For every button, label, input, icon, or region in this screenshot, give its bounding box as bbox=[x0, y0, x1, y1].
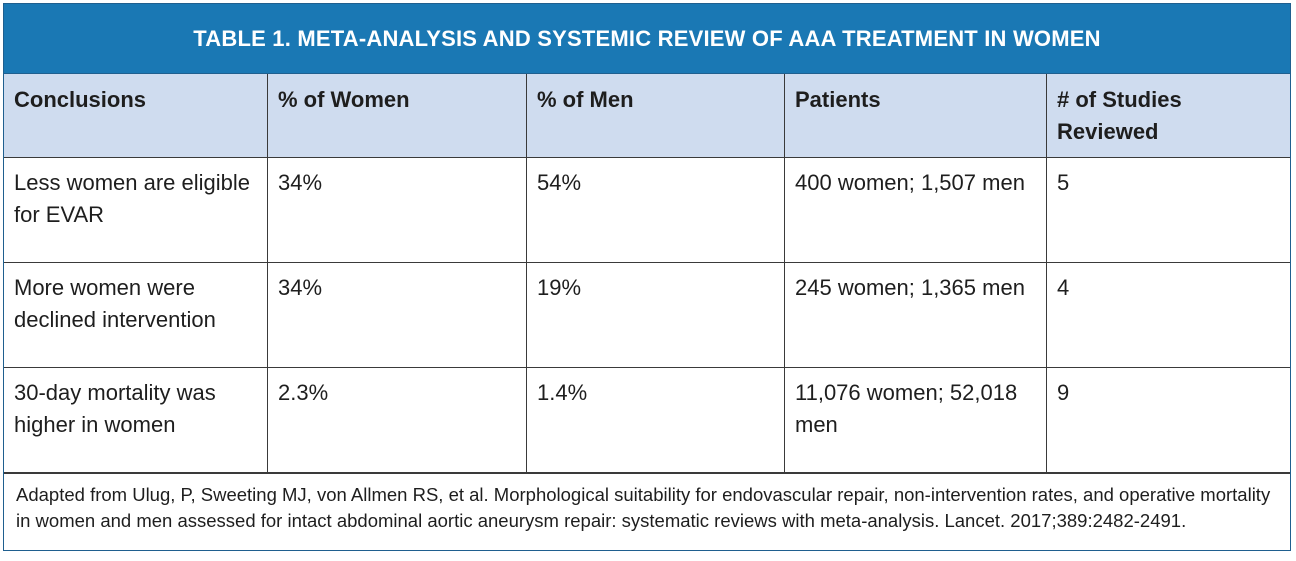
cell-conclusion: More women were declined intervention bbox=[4, 262, 268, 368]
table-footnote: Adapted from Ulug, P, Sweeting MJ, von A… bbox=[4, 473, 1290, 561]
header-patients: Patients bbox=[784, 74, 1047, 158]
cell-percent-men: 19% bbox=[526, 262, 785, 368]
cell-studies: 5 bbox=[1046, 157, 1290, 263]
cell-percent-men: 1.4% bbox=[526, 367, 785, 473]
cell-conclusion: 30-day mortality was higher in women bbox=[4, 367, 268, 473]
table-frame: TABLE 1. META-ANALYSIS AND SYSTEMIC REVI… bbox=[3, 3, 1291, 551]
header-percent-women: % of Women bbox=[267, 74, 527, 158]
cell-patients: 400 women; 1,507 men bbox=[784, 157, 1047, 263]
table-row: Less women are eligible for EVAR 34% 54%… bbox=[4, 157, 1290, 263]
cell-percent-men: 54% bbox=[526, 157, 785, 263]
cell-percent-women: 2.3% bbox=[267, 367, 527, 473]
cell-studies: 9 bbox=[1046, 367, 1290, 473]
data-table: Conclusions % of Women % of Men Patients… bbox=[4, 74, 1290, 473]
cell-percent-women: 34% bbox=[267, 157, 527, 263]
cell-patients: 11,076 women; 52,018 men bbox=[784, 367, 1047, 473]
cell-percent-women: 34% bbox=[267, 262, 527, 368]
cell-conclusion: Less women are eligible for EVAR bbox=[4, 157, 268, 263]
cell-patients: 245 women; 1,365 men bbox=[784, 262, 1047, 368]
header-percent-men: % of Men bbox=[526, 74, 785, 158]
table-row: More women were declined intervention 34… bbox=[4, 262, 1290, 368]
header-conclusions: Conclusions bbox=[4, 74, 268, 158]
table-title: TABLE 1. META-ANALYSIS AND SYSTEMIC REVI… bbox=[4, 4, 1290, 74]
header-row: Conclusions % of Women % of Men Patients… bbox=[4, 74, 1290, 158]
header-studies-reviewed: # of Studies Reviewed bbox=[1046, 74, 1290, 158]
cell-studies: 4 bbox=[1046, 262, 1290, 368]
table-row: 30-day mortality was higher in women 2.3… bbox=[4, 367, 1290, 473]
